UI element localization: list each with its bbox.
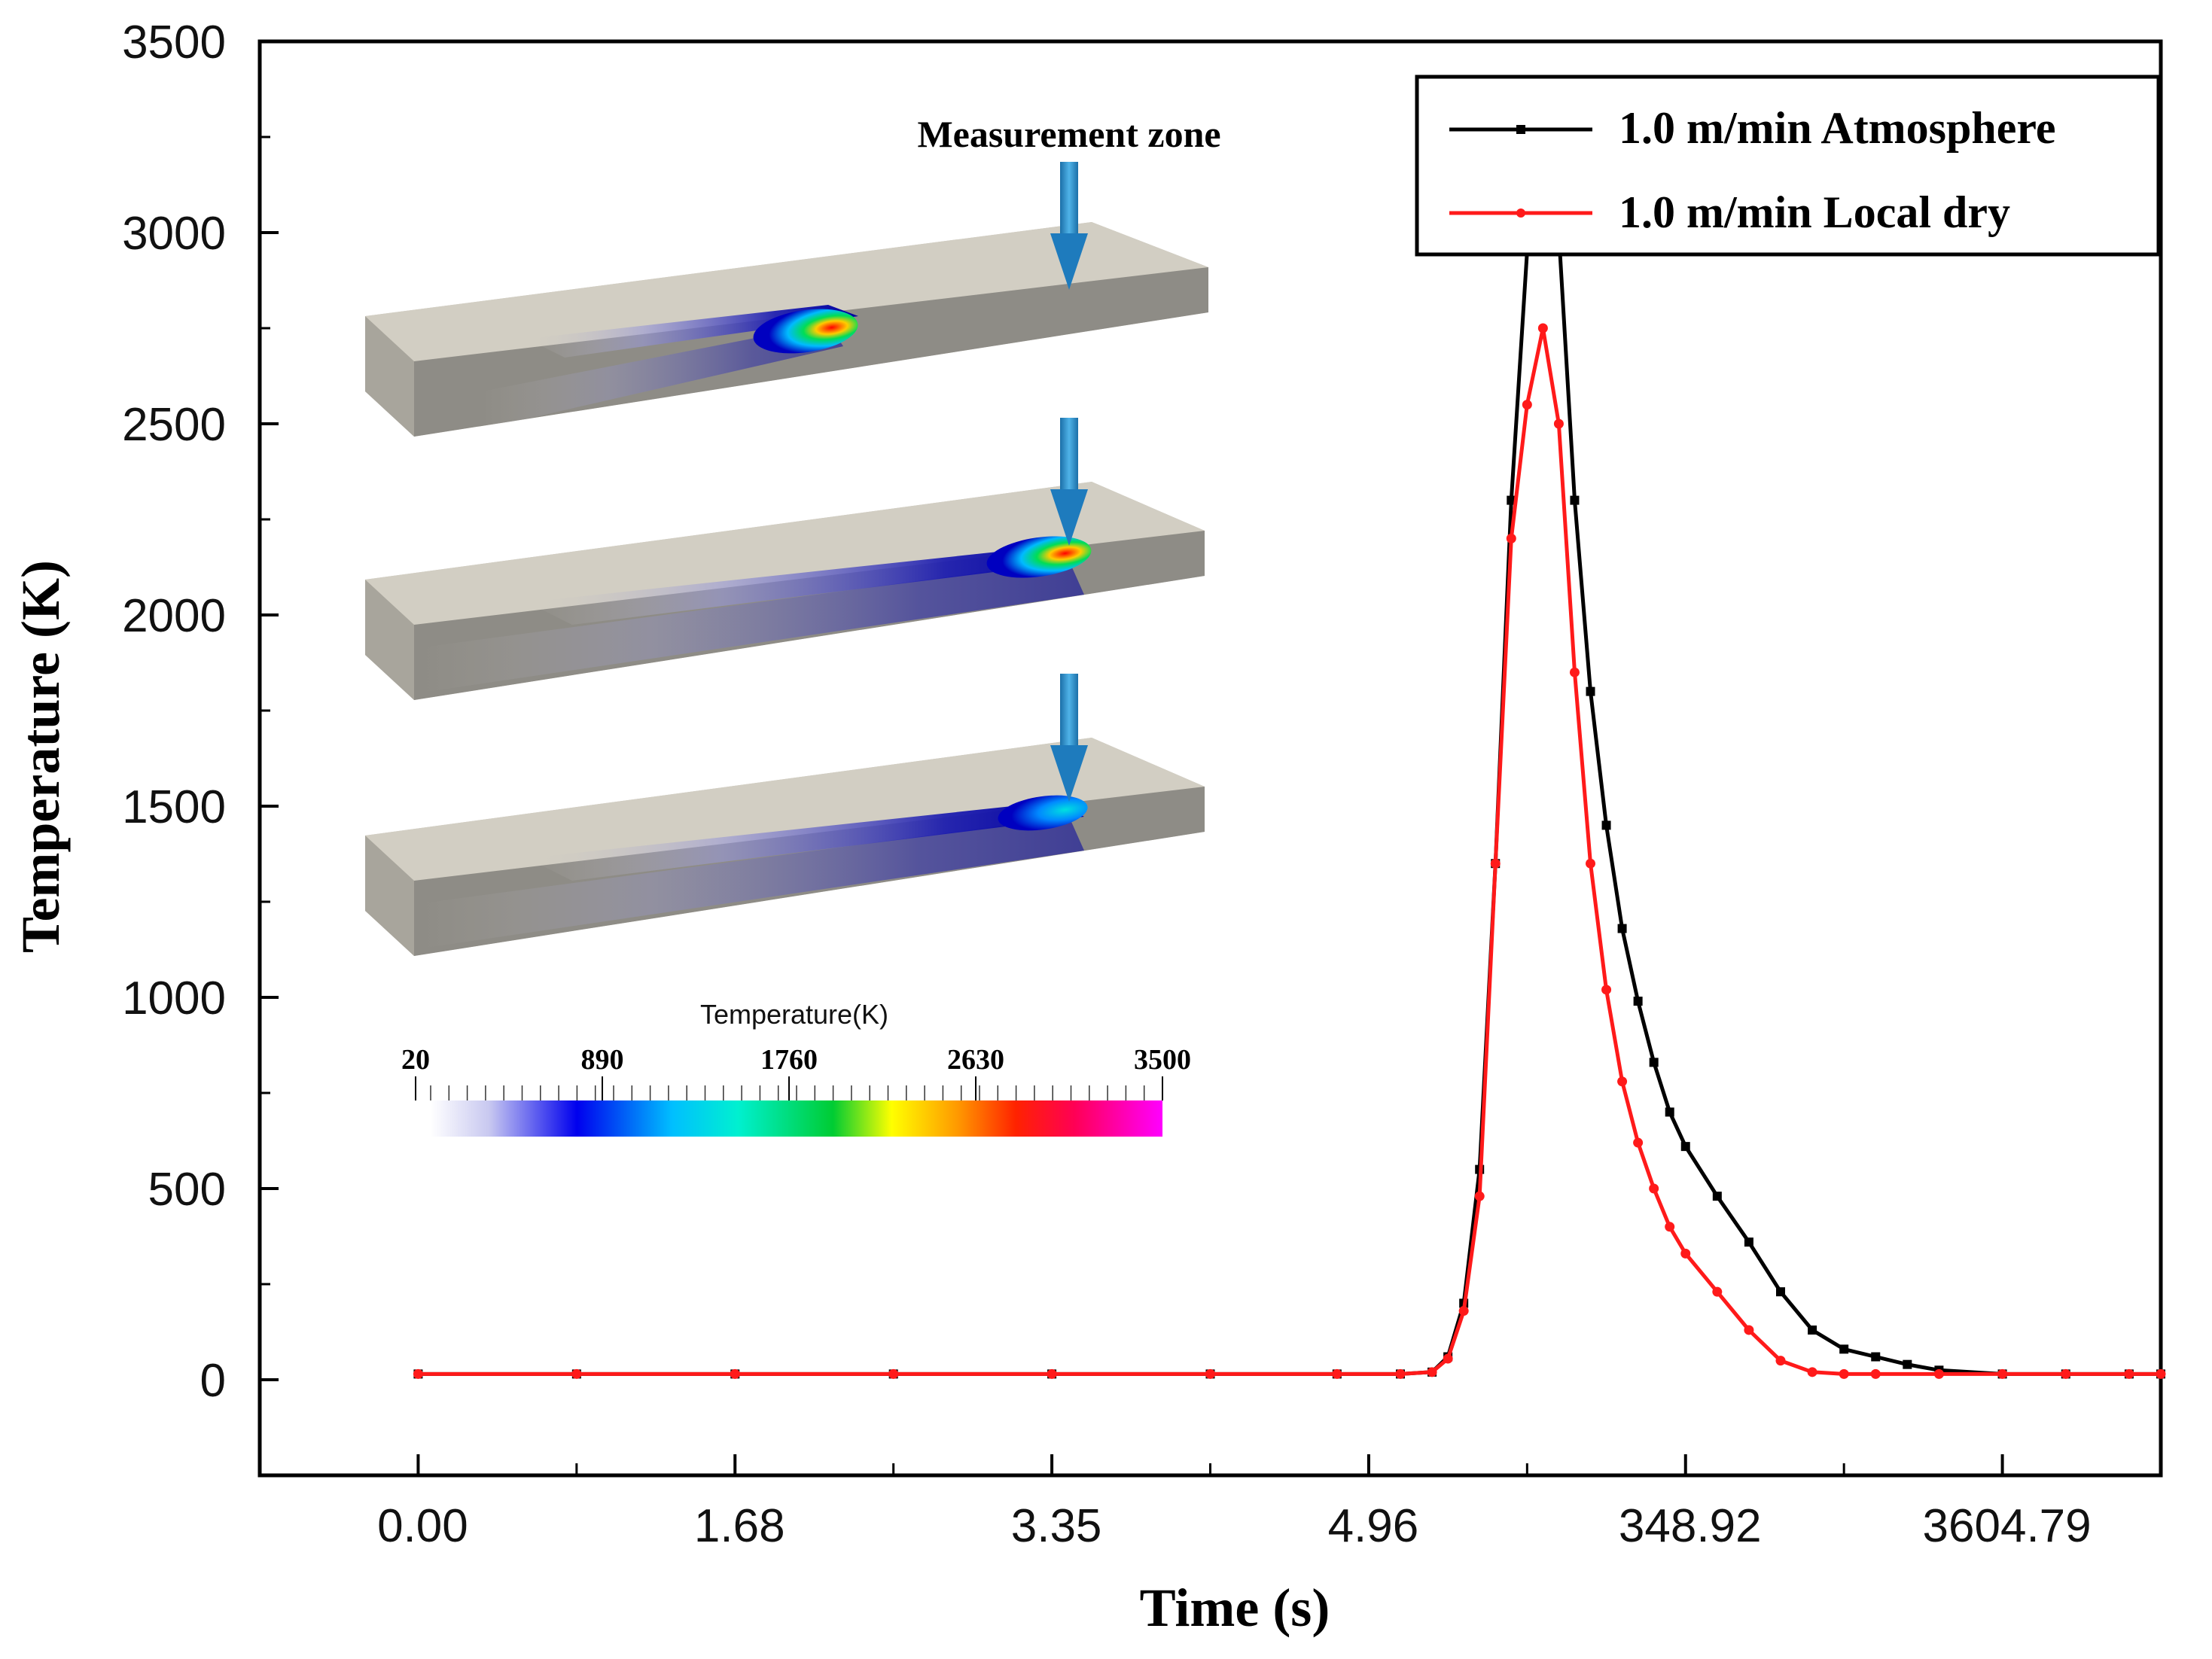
- colorbar-ticks: [430, 1085, 1163, 1100]
- data-point: [1649, 1183, 1659, 1194]
- y-tick-label: 1000: [122, 973, 226, 1024]
- colorbar-tick-label: 1760: [760, 1044, 818, 1076]
- arrow-icon-1: [1050, 162, 1088, 290]
- y-tick-label: 0: [200, 1355, 226, 1407]
- data-point: [2124, 1368, 2134, 1379]
- data-point: [1458, 1306, 1469, 1317]
- data-point: [1506, 533, 1516, 543]
- data-point: [1395, 1368, 1406, 1379]
- data-point: [1570, 495, 1580, 505]
- plot-frame: [257, 39, 2163, 1478]
- colorbar-tick-labels: 20 890 1760 2630 3500: [401, 1044, 1191, 1100]
- data-point: [1522, 400, 1532, 410]
- legend-label-local-dry: 1.0 m/min Local dry: [1619, 187, 2010, 237]
- data-point: [1553, 419, 1564, 429]
- y-axis: 0 500 1000 1500 2000 2500 3000 3500: [122, 17, 279, 1407]
- measurement-zone-label: Measurement zone: [917, 113, 1220, 155]
- inset-plates: Measurement zone: [365, 113, 1221, 956]
- data-point: [1586, 858, 1595, 869]
- colorbar-tick-label: 2630: [947, 1044, 1004, 1076]
- y-tick-label: 1500: [122, 781, 226, 833]
- data-point: [1665, 1222, 1675, 1232]
- x-tick-label: 1.68: [694, 1500, 785, 1552]
- data-point: [1712, 1192, 1722, 1201]
- data-point: [1617, 1076, 1628, 1087]
- data-point: [1474, 1191, 1485, 1201]
- data-point: [1680, 1248, 1691, 1259]
- y-tick-label: 3500: [122, 17, 226, 68]
- y-tick-label: 2500: [122, 399, 226, 451]
- colorbar-gradient: [431, 1100, 1162, 1137]
- data-point: [1712, 1286, 1723, 1297]
- data-point: [1427, 1367, 1437, 1377]
- data-point: [1586, 686, 1595, 696]
- data-point: [1633, 997, 1643, 1006]
- y-tick-label: 2000: [122, 590, 226, 642]
- data-point: [2061, 1368, 2071, 1379]
- data-point: [730, 1368, 740, 1379]
- data-point: [1537, 323, 1548, 333]
- colorbar-tick-label: 20: [401, 1044, 430, 1076]
- legend-marker-local-dry: [1516, 209, 1525, 218]
- data-point: [413, 1368, 423, 1379]
- data-point: [1601, 820, 1611, 830]
- x-tick-label: 3604.79: [1923, 1500, 2092, 1552]
- data-point: [1933, 1368, 1944, 1379]
- data-point: [1839, 1368, 1849, 1379]
- data-point: [1776, 1287, 1785, 1297]
- x-tick-label: 0.00: [377, 1500, 468, 1552]
- data-point: [1507, 495, 1516, 505]
- y-axis-title: Temperature (K): [11, 560, 71, 953]
- data-point: [1903, 1359, 1912, 1369]
- data-point: [2156, 1368, 2166, 1379]
- data-point: [1633, 1137, 1644, 1148]
- series-line-local-dry: [418, 326, 2161, 1376]
- data-point: [1870, 1368, 1881, 1379]
- data-point: [1569, 667, 1580, 677]
- data-point: [1775, 1356, 1786, 1366]
- data-point: [888, 1368, 899, 1379]
- x-tick-label: 4.96: [1328, 1500, 1419, 1552]
- plate-1: [365, 222, 1208, 437]
- data-point: [1649, 1058, 1659, 1067]
- colorbar-tick-label: 890: [581, 1044, 624, 1076]
- legend-box: [1415, 75, 2161, 257]
- colorbar-tick-label: 3500: [1134, 1044, 1191, 1076]
- data-point: [1490, 858, 1501, 869]
- data-point: [571, 1368, 582, 1379]
- arrow-icon-3: [1050, 674, 1088, 802]
- colorbar-title: Temperature(K): [700, 999, 888, 1030]
- data-point: [1665, 1107, 1674, 1117]
- y-tick-label: 500: [148, 1164, 226, 1216]
- plate-2: [365, 482, 1205, 700]
- data-point: [1807, 1367, 1817, 1377]
- data-point: [1205, 1368, 1215, 1379]
- plate-3: [365, 738, 1205, 956]
- x-axis: 0.00 1.68 3.35 4.96 348.92 3604.79: [377, 1454, 2092, 1552]
- legend: 1.0 m/min Atmosphere 1.0 m/min Local dry: [1415, 75, 2161, 257]
- data-point: [1839, 1344, 1849, 1354]
- data-point: [1443, 1353, 1453, 1364]
- x-tick-label: 348.92: [1619, 1500, 1762, 1552]
- legend-marker-atmosphere: [1516, 125, 1525, 134]
- data-point: [1997, 1368, 2008, 1379]
- data-point: [1680, 1142, 1690, 1152]
- data-point: [1808, 1325, 1817, 1335]
- legend-label-atmosphere: 1.0 m/min Atmosphere: [1619, 103, 2056, 153]
- data-point: [1617, 924, 1627, 933]
- x-tick-label: 3.35: [1011, 1500, 1102, 1552]
- data-point: [1332, 1368, 1342, 1379]
- data-point: [1047, 1368, 1057, 1379]
- x-axis-title: Time (s): [1140, 1578, 1330, 1638]
- y-tick-label: 3000: [122, 208, 226, 260]
- data-point: [1744, 1325, 1754, 1335]
- arrow-icon-2: [1050, 418, 1088, 546]
- colorbar: Temperature(K) 20 890 1760 2630 3500: [401, 999, 1191, 1137]
- data-point: [1871, 1352, 1881, 1362]
- data-point: [1601, 985, 1612, 995]
- data-point: [1744, 1237, 1753, 1247]
